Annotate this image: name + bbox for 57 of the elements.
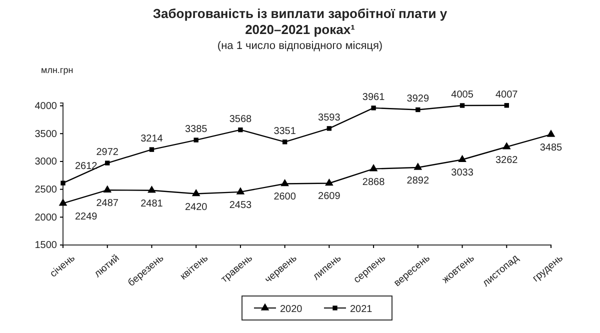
point [192, 188, 200, 196]
data-label: 3351 [274, 126, 296, 137]
data-label: 4007 [496, 89, 518, 100]
point [282, 140, 288, 144]
point [504, 103, 509, 108]
y-tick-label: 4000 [34, 100, 58, 112]
point [280, 178, 289, 186]
point [460, 103, 465, 108]
y-tick-label: 3000 [34, 156, 58, 168]
point [236, 187, 245, 194]
data-label: 2487 [96, 198, 119, 210]
data-label: 3593 [318, 112, 341, 124]
data-label: 2892 [406, 175, 430, 186]
y-axis-title: млн.грн [41, 65, 74, 75]
point [105, 160, 110, 166]
point [326, 126, 332, 131]
data-label: 3929 [406, 94, 430, 105]
point [502, 142, 511, 150]
point [103, 185, 112, 192]
y-tick-label: 1500 [34, 240, 58, 252]
data-label: 3214 [140, 134, 164, 145]
data-label: 2249 [75, 211, 98, 222]
y-tick-label: 3500 [34, 128, 58, 140]
chart-title: Заборгованість із виплати заробітної плати у 2020–2021 роках¹ [152, 6, 448, 38]
data-label: 3033 [451, 168, 474, 179]
point [148, 186, 156, 193]
data-label: 2453 [229, 200, 252, 211]
data-label: 2972 [96, 147, 119, 158]
data-label: 2600 [274, 192, 296, 203]
data-label: 3262 [496, 154, 518, 166]
point [58, 198, 68, 206]
legend-label: 2021 [350, 304, 373, 315]
data-label: 2868 [362, 176, 386, 188]
point [149, 147, 154, 152]
data-label: 3485 [540, 142, 563, 154]
chart-subtitle: (на 1 число відповідного місяця) [216, 40, 384, 52]
point [369, 164, 378, 172]
point [371, 106, 376, 110]
point [458, 154, 466, 162]
y-tick-label: 2500 [34, 184, 58, 196]
point [414, 162, 422, 170]
data-label: 2420 [184, 202, 208, 213]
point [416, 107, 420, 112]
data-label: 2612 [75, 161, 98, 172]
data-label: 3961 [362, 92, 386, 103]
data-label: 3385 [184, 124, 208, 136]
y-tick-label: 2000 [34, 212, 58, 224]
point [194, 138, 198, 142]
data-label: 4005 [451, 90, 474, 101]
point [60, 180, 66, 186]
data-label: 2609 [318, 191, 341, 202]
data-label: 2481 [140, 198, 164, 210]
point [238, 127, 243, 132]
point [325, 178, 334, 186]
data-label: 3568 [229, 114, 252, 125]
point [546, 130, 556, 137]
legend-label: 2020 [280, 304, 303, 315]
